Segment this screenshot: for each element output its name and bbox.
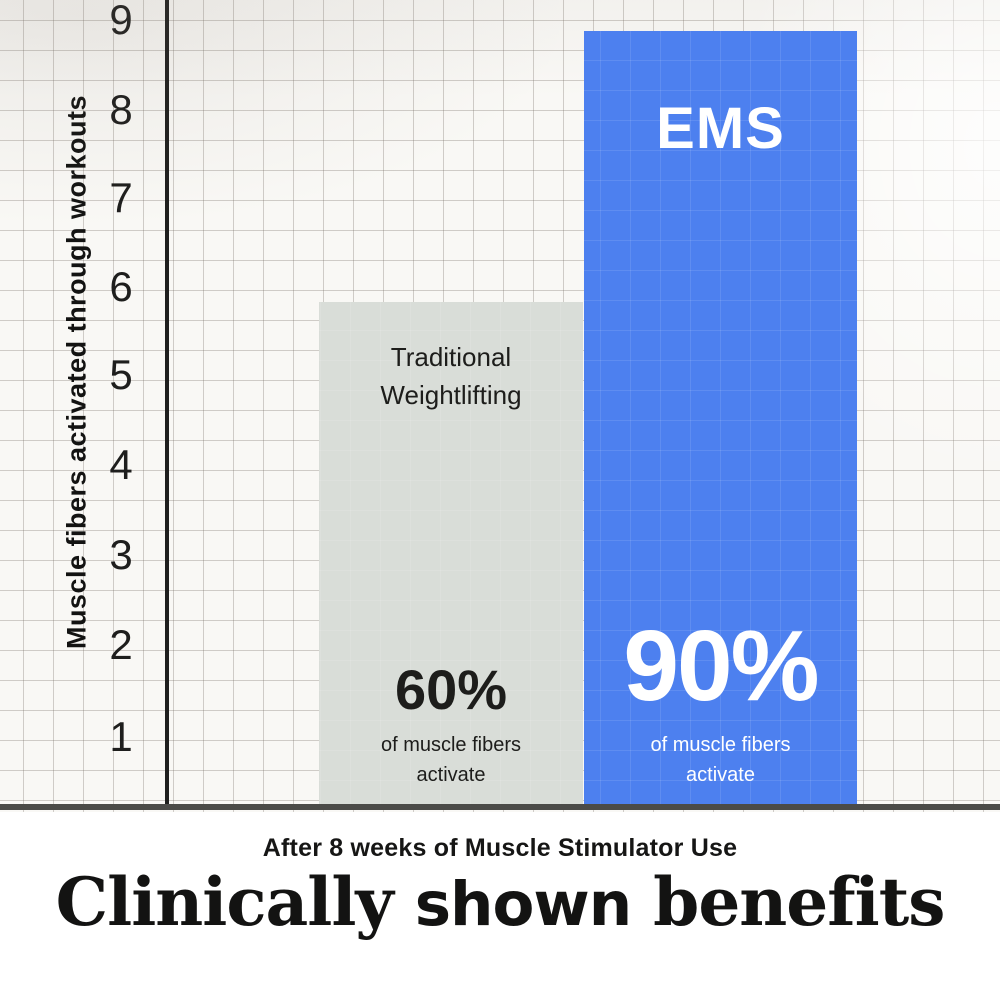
headline-serif-1: Clinically	[55, 863, 415, 941]
y-tick-label-3: 3	[109, 531, 133, 578]
bar-value-traditional: 60%	[394, 658, 508, 721]
bar-ems: EMS 90% of muscle fibers activate	[584, 31, 857, 806]
bar-sublabel-line2: activate	[416, 764, 486, 786]
y-tick-label-5: 5	[109, 351, 133, 398]
bar-traditional-weightlifting: Traditional Weightlifting 60% of muscle …	[319, 302, 583, 806]
y-tick-label-8: 8	[109, 86, 133, 133]
y-tick-label-1: 1	[109, 713, 133, 760]
bar-sublabel-line1: of muscle fibers	[380, 734, 522, 756]
y-tick-label-9: 9	[109, 0, 133, 43]
y-tick-label-2: 2	[109, 621, 133, 668]
headline: Clinically shown benefits	[0, 869, 1000, 935]
x-axis-line	[0, 804, 1000, 810]
y-tick-label-4: 4	[109, 441, 133, 488]
bar-label-traditional: Traditional Weightlifting	[380, 342, 522, 410]
bar-label-ems: EMS	[656, 96, 785, 161]
footer: After 8 weeks of Muscle Stimulator Use C…	[0, 812, 1000, 1000]
bar-sublabel-line2: activate	[686, 764, 755, 786]
bar-stats-traditional: 60% of muscle fibers activate	[319, 662, 583, 790]
bar-chart: 9 8 7 6 5 4 3 2 1 Muscle fibers activate…	[0, 0, 1000, 812]
headline-serif-2: benefits	[631, 863, 945, 941]
y-axis-line	[165, 0, 169, 806]
bar-sublabel-line1: of muscle fibers	[650, 734, 791, 756]
y-axis-title: Muscle fibers activated through workouts	[61, 94, 92, 650]
chart-subtitle: After 8 weeks of Muscle Stimulator Use	[262, 834, 738, 862]
y-tick-label-6: 6	[109, 263, 133, 310]
bar-stats-ems: 90% of muscle fibers activate	[584, 616, 857, 790]
bar-value-ems: 90%	[623, 610, 819, 722]
headline-sans: shown	[414, 869, 632, 940]
y-tick-label-7: 7	[109, 174, 133, 221]
